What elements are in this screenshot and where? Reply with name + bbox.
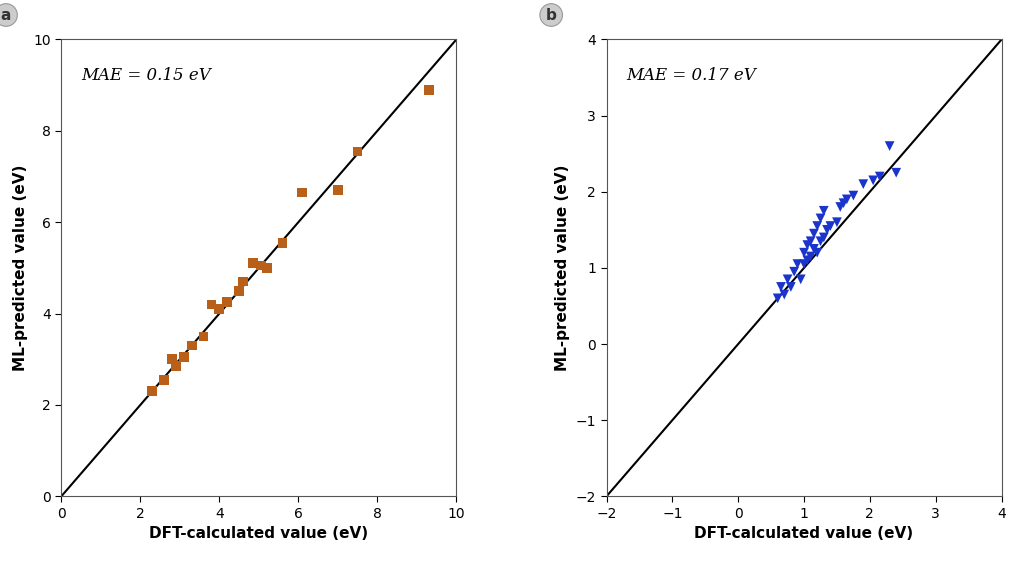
Point [789,259,805,268]
Point [203,300,220,309]
Point [770,294,786,303]
Point [839,195,855,204]
Point [805,244,822,253]
Point [816,206,832,215]
Point [872,172,888,181]
Point [845,191,862,200]
Point [259,263,275,272]
Point [802,252,819,261]
Point [812,237,829,246]
Point [796,259,812,268]
Point [420,85,436,94]
Point [195,332,212,341]
Point [184,341,200,350]
Point [888,168,904,177]
Point [816,233,832,242]
Point [881,142,897,151]
Point [212,305,228,314]
Point [780,275,796,284]
Point [835,199,851,208]
Point [231,287,247,296]
Point [832,202,848,212]
Point [819,226,835,235]
Point [274,238,290,247]
Point [809,222,826,231]
Point [799,241,816,250]
Point [829,218,845,227]
Text: MAE = 0.17 eV: MAE = 0.17 eV [626,67,756,84]
Text: b: b [546,7,557,23]
Point [235,277,251,286]
Point [812,214,829,223]
Point [252,261,269,270]
Point [350,147,366,156]
Point [244,259,261,268]
Point [176,352,192,362]
Point [144,387,160,396]
Y-axis label: ML-predicted value (eV): ML-predicted value (eV) [12,165,28,371]
Point [168,362,184,371]
Point [330,186,346,195]
Text: a: a [1,7,11,23]
X-axis label: DFT-calculated value (eV): DFT-calculated value (eV) [149,526,368,541]
Point [164,355,180,364]
Point [809,248,826,257]
Point [773,283,789,292]
X-axis label: DFT-calculated value (eV): DFT-calculated value (eV) [695,526,914,541]
Point [799,256,816,265]
Point [796,248,812,257]
Point [776,290,792,299]
Point [855,180,872,189]
Y-axis label: ML-predicted value (eV): ML-predicted value (eV) [555,165,570,371]
Point [802,237,819,246]
Point [783,283,799,292]
Point [805,229,822,238]
Text: MAE = 0.15 eV: MAE = 0.15 eV [81,67,211,84]
Point [822,222,838,231]
Point [294,188,311,197]
Point [156,375,173,384]
Point [786,267,802,276]
Point [793,275,809,284]
Point [219,298,235,307]
Point [865,176,881,185]
